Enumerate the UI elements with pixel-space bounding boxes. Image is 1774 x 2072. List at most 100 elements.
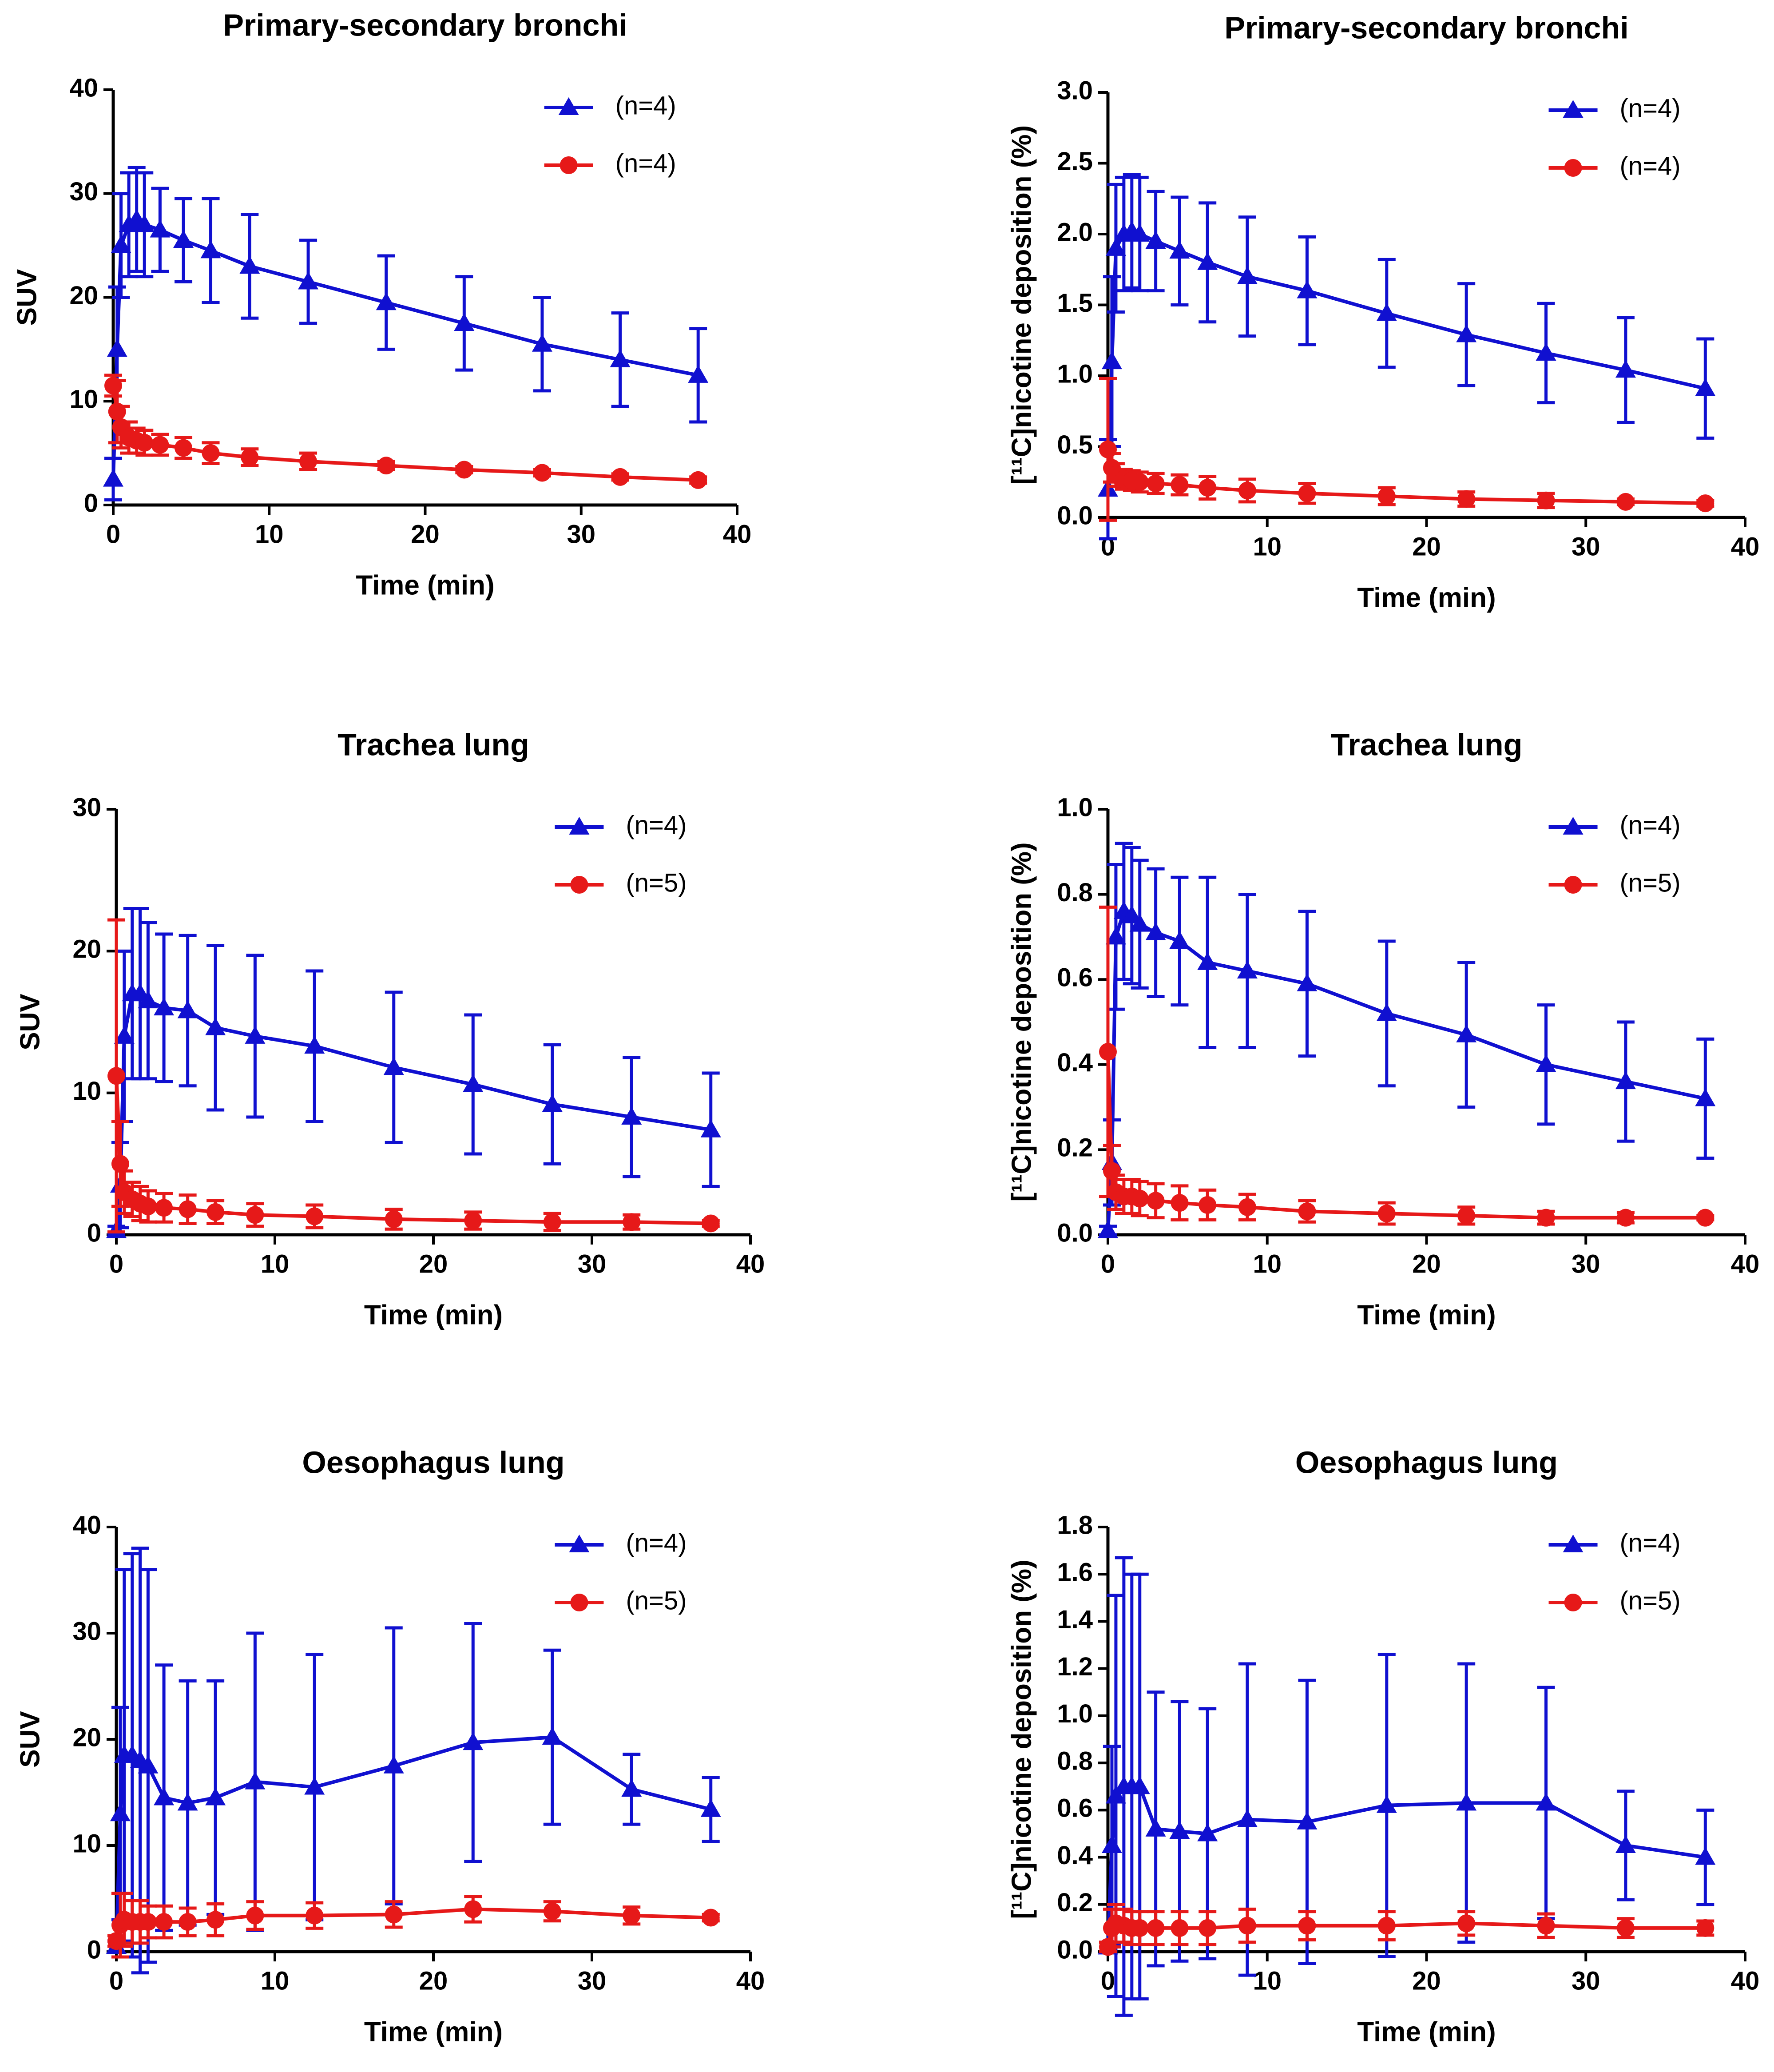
marker	[179, 1913, 197, 1931]
legend-label: (n=4)	[615, 91, 676, 120]
marker	[1298, 1917, 1316, 1935]
x-tick-label: 30	[1572, 1249, 1600, 1278]
marker	[107, 339, 127, 357]
x-tick-label: 30	[1572, 1966, 1600, 1995]
y-tick-label: 0	[87, 1935, 101, 1964]
marker	[1696, 1209, 1714, 1227]
marker	[1171, 476, 1189, 494]
marker	[1147, 474, 1165, 493]
x-tick-label: 10	[1253, 1966, 1282, 1995]
marker	[1171, 1194, 1189, 1212]
series-line	[115, 992, 711, 1231]
marker	[1536, 1054, 1556, 1072]
series-line	[111, 385, 698, 482]
series-line	[115, 1907, 711, 1942]
legend-item: (n=4)	[544, 149, 676, 178]
marker	[298, 271, 319, 290]
marker	[205, 1787, 226, 1806]
y-tick-label: 0.4	[1057, 1048, 1093, 1077]
marker	[1564, 159, 1582, 177]
y-tick-label: 0.8	[1057, 878, 1093, 907]
marker	[1169, 241, 1190, 259]
legend-item: (n=5)	[1548, 1586, 1681, 1615]
y-axis-label: SUV	[12, 269, 42, 326]
series	[103, 166, 709, 501]
marker	[304, 1777, 325, 1795]
legend-item: (n=4)	[1548, 151, 1681, 180]
chart-panel: Primary-secondary bronchi 0.0 0.5 1.0 1.5 2.0…	[1006, 10, 1759, 613]
y-tick-label: 10	[69, 385, 98, 414]
marker	[1199, 1196, 1217, 1214]
marker	[542, 1094, 563, 1112]
x-tick-label: 10	[261, 1249, 290, 1278]
y-axis-label: SUV	[15, 1711, 45, 1767]
series	[1098, 173, 1716, 541]
marker	[107, 1932, 125, 1950]
x-tick-label: 20	[1412, 1249, 1441, 1278]
y-tick-label: 30	[69, 177, 98, 206]
marker	[1101, 1835, 1122, 1853]
marker	[1129, 224, 1150, 242]
chart-panel: Trachea lung 0 10 20 30 0 10 20 30 40 Time (min) SU…	[15, 727, 765, 1330]
marker	[104, 377, 122, 395]
marker	[1695, 1088, 1716, 1106]
y-axis-label: [¹¹C]nicotine deposition (%)	[1006, 1559, 1037, 1919]
legend-label: (n=5)	[626, 868, 687, 897]
y-tick-label: 10	[72, 1077, 101, 1106]
marker	[542, 1727, 563, 1745]
marker	[1099, 440, 1117, 458]
marker	[241, 448, 259, 466]
x-tick-label: 40	[1731, 532, 1760, 561]
marker	[1105, 927, 1126, 945]
marker	[702, 1214, 720, 1233]
marker	[1457, 1914, 1476, 1933]
marker	[702, 1909, 720, 1927]
series	[104, 374, 707, 489]
x-tick-label: 0	[109, 1966, 123, 1995]
y-tick-label: 0.8	[1057, 1746, 1093, 1775]
marker	[111, 235, 131, 253]
marker	[463, 1074, 484, 1092]
x-tick-label: 30	[578, 1966, 607, 1995]
marker	[569, 1535, 590, 1552]
marker	[1099, 1043, 1117, 1061]
legend-label: (n=4)	[615, 149, 676, 178]
marker	[1377, 487, 1396, 505]
legend-item: (n=4)	[1548, 811, 1681, 839]
x-tick-label: 20	[1412, 532, 1441, 561]
marker	[1145, 231, 1166, 249]
marker	[154, 998, 175, 1016]
marker	[1456, 324, 1477, 342]
marker	[1169, 1821, 1190, 1839]
marker	[245, 1026, 266, 1044]
series	[1099, 905, 1714, 1227]
marker	[1457, 1206, 1476, 1225]
series	[1098, 1556, 1716, 2017]
y-tick-label: 30	[72, 793, 101, 822]
x-tick-label: 30	[567, 520, 595, 549]
marker	[1376, 303, 1397, 321]
marker	[1131, 1189, 1149, 1208]
series-line	[1106, 449, 1706, 505]
series-line	[115, 1076, 711, 1225]
marker	[135, 433, 154, 452]
marker	[385, 1905, 403, 1924]
marker	[1238, 481, 1256, 500]
marker	[114, 1026, 135, 1044]
marker	[1377, 1205, 1396, 1223]
chart-title: Primary-secondary bronchi	[223, 8, 627, 42]
marker	[1105, 238, 1126, 256]
marker	[1696, 1919, 1714, 1937]
x-axis-label: Time (min)	[1357, 1300, 1496, 1330]
marker	[1197, 1823, 1218, 1841]
marker	[1099, 1938, 1117, 1956]
chart-title: Oesophagus lung	[302, 1445, 564, 1479]
marker	[1238, 1198, 1256, 1216]
marker	[558, 97, 579, 115]
marker	[532, 334, 552, 352]
marker	[570, 1594, 588, 1611]
series-line	[1106, 909, 1706, 1231]
marker	[107, 1067, 125, 1085]
marker	[1105, 1786, 1126, 1804]
marker	[533, 464, 551, 482]
